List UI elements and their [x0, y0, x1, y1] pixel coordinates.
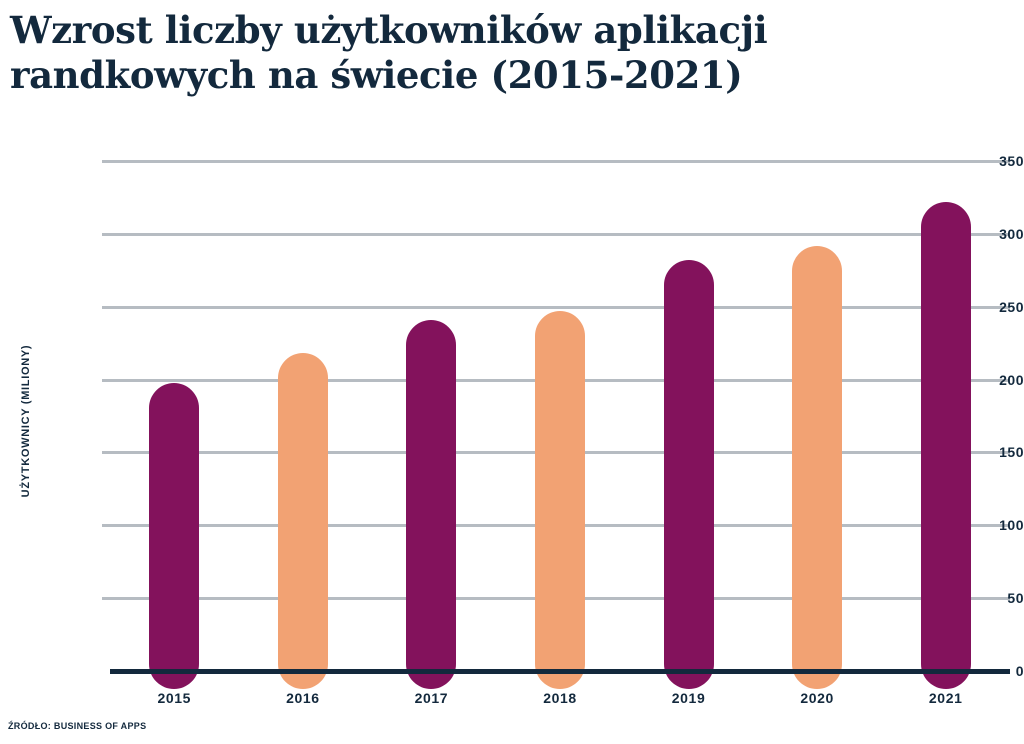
bar-column[interactable] — [792, 245, 843, 689]
y-axis-tick-mark — [102, 160, 110, 163]
bar-column[interactable] — [277, 353, 328, 689]
y-axis-tick-mark — [102, 378, 110, 382]
x-axis-tick-label: 2020 — [800, 690, 834, 706]
bar-column[interactable] — [149, 382, 200, 689]
x-axis-tick-label: 2018 — [543, 690, 577, 706]
bar-column[interactable] — [920, 201, 971, 689]
y-axis-tick-label: 250 — [999, 298, 1024, 315]
bar-column[interactable] — [406, 319, 457, 689]
x-axis-tick-label: 2015 — [157, 690, 192, 706]
y-axis-tick-mark — [102, 597, 110, 601]
x-axis-tick-label: 2016 — [286, 690, 320, 706]
y-axis-tick-label: 100 — [999, 517, 1024, 534]
y-axis-tick-label: 350 — [999, 153, 1024, 169]
x-axis-tick-label: 2021 — [928, 690, 963, 706]
bar-column[interactable] — [663, 260, 714, 689]
bar[interactable] — [406, 319, 457, 689]
y-axis-tick-label: 300 — [999, 225, 1024, 242]
y-axis-tick-label: 200 — [999, 371, 1024, 388]
bar[interactable] — [277, 353, 328, 689]
y-axis-tick-label: 0 — [1015, 663, 1024, 679]
y-axis-tick-label: 150 — [999, 444, 1024, 461]
bar-column[interactable] — [535, 311, 585, 689]
bar[interactable] — [149, 382, 200, 689]
y-axis-tick-mark — [102, 524, 110, 528]
y-axis-tick-mark — [102, 451, 110, 455]
x-axis-tick-label: 2019 — [671, 690, 706, 706]
y-axis-title: UŻYTKOWNICY (MILIONY) — [20, 344, 32, 498]
page-title: Wzrost liczby użytkowników aplikacji ran… — [10, 8, 768, 98]
bar[interactable] — [535, 311, 585, 689]
y-axis-tick-mark — [102, 305, 110, 309]
gridline — [102, 232, 1010, 236]
y-axis-tick-label: 50 — [1007, 590, 1024, 607]
x-axis-baseline — [110, 669, 1010, 674]
bar[interactable] — [920, 201, 971, 689]
source-note: ŹRÓDŁO: BUSINESS OF APPS — [8, 721, 147, 731]
bar[interactable] — [663, 260, 714, 689]
y-axis-tick-mark — [102, 232, 110, 236]
x-axis-tick-label: 2017 — [414, 690, 449, 706]
bar[interactable] — [792, 245, 843, 689]
gridline — [102, 305, 1010, 309]
gridline — [102, 160, 1010, 163]
